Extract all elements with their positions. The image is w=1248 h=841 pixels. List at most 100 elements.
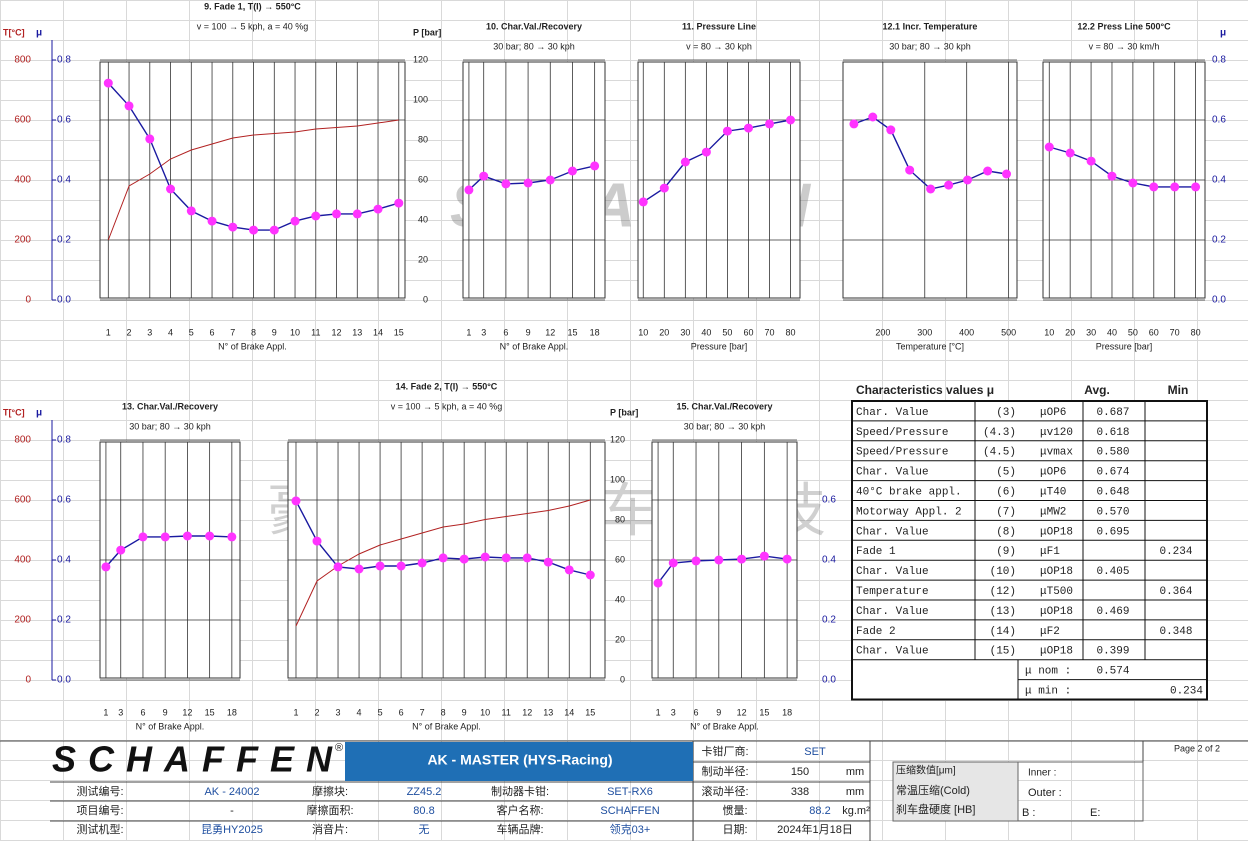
x-axis-label: N° of Brake Appl.	[500, 341, 569, 351]
y-tick-label: 0.2	[57, 615, 71, 626]
x-tick-label: 60	[1149, 327, 1159, 337]
x-tick-label: 70	[764, 327, 774, 337]
panel-title: 13. Char.Val./Recovery	[122, 401, 218, 411]
y-tick-label: 0.0	[57, 295, 71, 306]
panel-title: 14. Fade 2, T(I) → 550°C	[396, 381, 498, 391]
y-tick-label: 600	[14, 495, 31, 506]
mu-marker	[1065, 148, 1075, 158]
mu-marker	[459, 554, 469, 564]
row-ref: (4.5)	[983, 447, 1016, 459]
mu-marker	[291, 496, 301, 506]
footer-cell: 消音片:	[312, 822, 348, 836]
mu-marker	[269, 225, 279, 235]
mu-marker	[944, 180, 954, 190]
mu-marker	[722, 126, 732, 136]
logo: SCHAFFEN	[52, 739, 333, 780]
panel-subtitle: v = 100 → 5 kph, a = 40 %g	[391, 401, 503, 411]
row-label: Char. Value	[856, 606, 929, 618]
footer-cell: 摩擦块:	[312, 784, 348, 798]
footer-cell: SCHAFFEN	[600, 805, 659, 817]
axis-label: μ	[36, 28, 42, 39]
y-tick-label: 0.4	[1212, 175, 1226, 186]
x-tick-label: 15	[759, 707, 769, 717]
x-tick-label: 200	[875, 327, 890, 337]
footer-cell: SET-RX6	[607, 786, 653, 798]
y-tick-label: 20	[615, 634, 625, 644]
table-header: Min	[1168, 383, 1189, 397]
row-avg: 0.674	[1096, 467, 1129, 479]
x-axis-label: N° of Brake Appl.	[218, 341, 287, 351]
mu-marker	[501, 179, 511, 189]
panel-title: 12.1 Incr. Temperature	[883, 21, 978, 31]
footer-cell: E:	[1090, 807, 1100, 819]
footer-cell: 无	[419, 824, 430, 836]
nom-value: 0.574	[1096, 666, 1129, 678]
panel-title: 15. Char.Val./Recovery	[676, 401, 772, 411]
x-tick-label: 12	[545, 327, 555, 337]
temperature-line	[295, 499, 591, 627]
y-tick-label: 0.6	[1212, 115, 1226, 126]
mu-marker	[1086, 156, 1096, 166]
footer-cell: 刹车盘硬度 [HB]	[896, 802, 975, 816]
y-tick-label: 60	[615, 554, 625, 564]
y-tick-label: 600	[14, 115, 31, 126]
x-tick-label: 12	[522, 707, 532, 717]
x-tick-label: 15	[585, 707, 595, 717]
x-tick-label: 2	[315, 707, 320, 717]
mu-marker	[290, 216, 300, 226]
mu-marker	[479, 171, 489, 181]
mu-marker	[523, 178, 533, 188]
y-tick-label: 0.8	[57, 435, 71, 446]
row-label: Char. Value	[856, 407, 929, 419]
mu-marker	[138, 532, 148, 542]
x-tick-label: 6	[503, 327, 508, 337]
footer-cell: AK - 24002	[204, 786, 259, 798]
y-tick-label: 80	[418, 134, 428, 144]
x-tick-label: 6	[140, 707, 145, 717]
panel-subtitle: 30 bar; 80 → 30 kph	[129, 421, 211, 431]
x-tick-label: 500	[1001, 327, 1016, 337]
x-tick-label: 10	[290, 327, 300, 337]
mu-marker	[1107, 171, 1117, 181]
x-tick-label: 20	[659, 327, 669, 337]
mu-marker	[354, 564, 364, 574]
row-ref: (7)	[996, 506, 1016, 518]
x-tick-label: 3	[118, 707, 123, 717]
mu-marker	[207, 216, 217, 226]
y-tick-label: 0.8	[1212, 55, 1226, 66]
x-tick-label: 1	[106, 327, 111, 337]
y-tick-label: 0	[25, 675, 31, 686]
footer-cell: 制动半径:	[701, 764, 748, 778]
y-tick-label: 0.4	[57, 175, 71, 186]
footer-cell: 测试机型:	[76, 822, 123, 836]
mu-marker	[680, 157, 690, 167]
x-tick-label: 18	[227, 707, 237, 717]
x-tick-label: 3	[336, 707, 341, 717]
y-tick-label: 0.2	[57, 235, 71, 246]
x-axis-label: Pressure [bar]	[1096, 341, 1153, 351]
mu-marker	[394, 198, 404, 208]
row-code: μvmax	[1040, 447, 1073, 459]
axis-label: P [bar]	[413, 27, 441, 37]
mu-marker	[886, 125, 896, 135]
row-avg: 0.399	[1096, 646, 1129, 658]
x-tick-label: 15	[205, 707, 215, 717]
min-value: 0.234	[1170, 685, 1203, 697]
mu-marker	[786, 115, 796, 125]
row-avg: 0.618	[1096, 427, 1129, 439]
row-label: Temperature	[856, 586, 929, 598]
row-ref: (6)	[996, 486, 1016, 498]
footer-cell: 88.2	[809, 805, 830, 817]
x-tick-label: 1	[293, 707, 298, 717]
row-ref: (4.3)	[983, 427, 1016, 439]
panel-title: 10. Char.Val./Recovery	[486, 21, 582, 31]
footer-cell: ZZ45.2	[407, 786, 442, 798]
row-code: μT500	[1040, 586, 1073, 598]
row-avg: 0.648	[1096, 486, 1129, 498]
y-tick-label: 40	[418, 214, 428, 224]
temperature-line	[107, 119, 399, 241]
mu-marker	[543, 557, 553, 567]
x-tick-label: 10	[638, 327, 648, 337]
mu-marker	[1044, 142, 1054, 152]
footer-cell: 客户名称:	[496, 803, 543, 817]
